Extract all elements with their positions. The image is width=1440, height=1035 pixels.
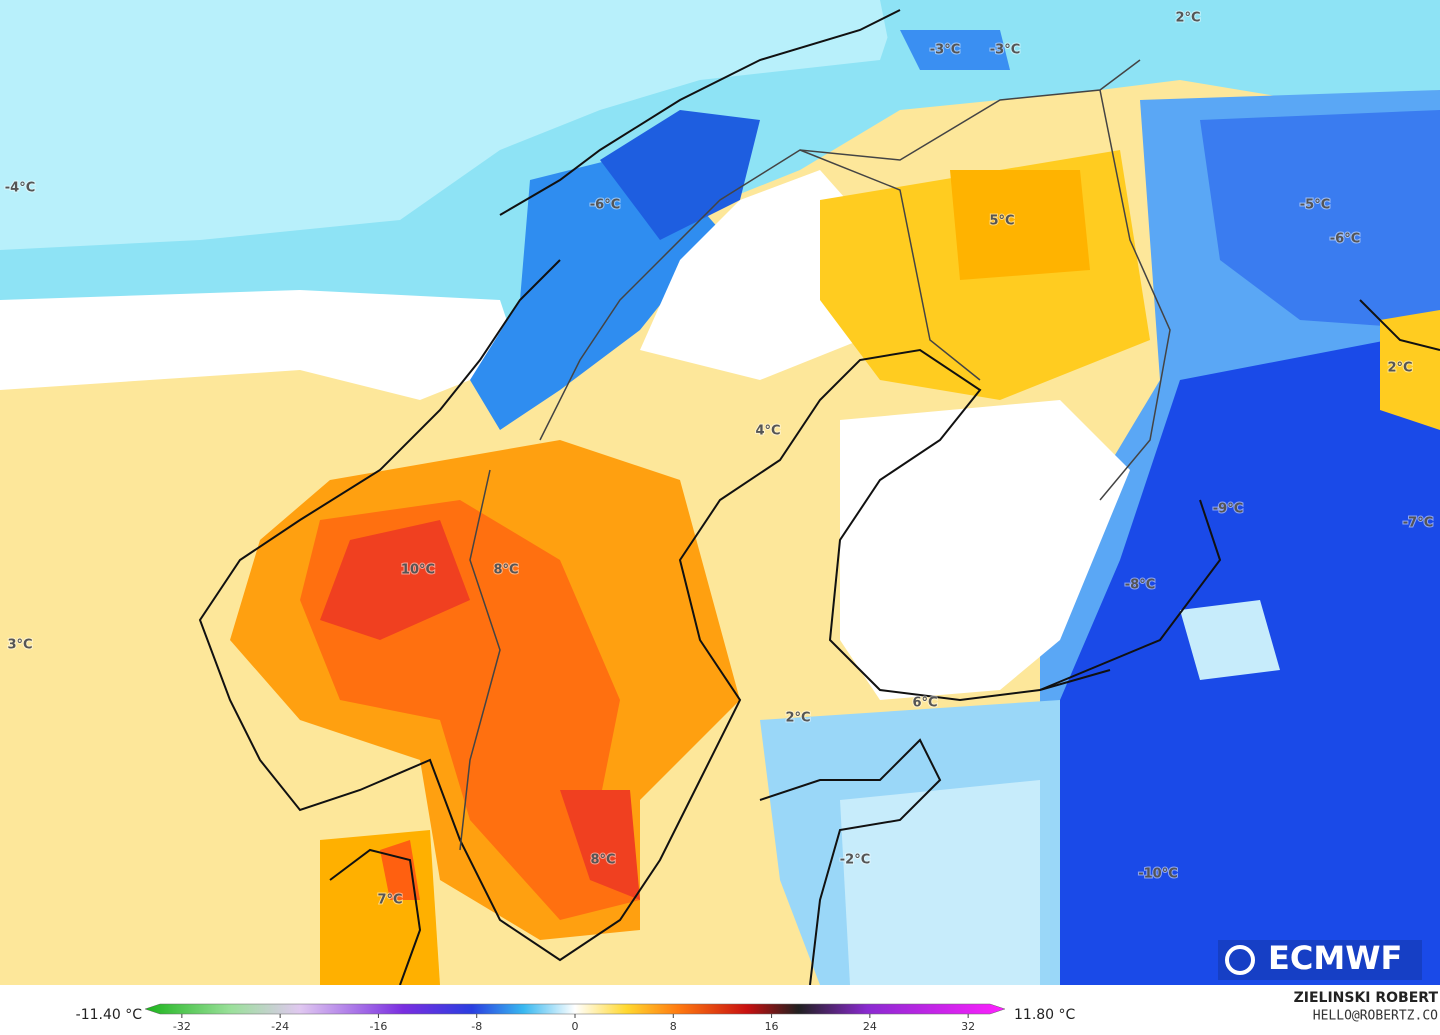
temperature-label: -9°C bbox=[1213, 502, 1243, 517]
temperature-label: -6°C bbox=[1330, 232, 1360, 247]
temperature-label: 6°C bbox=[912, 696, 937, 711]
logo: ECMWF bbox=[1268, 939, 1402, 977]
tick-label: -8 bbox=[471, 1020, 482, 1033]
colorbar bbox=[144, 1003, 1006, 1015]
temperature-label: 10°C bbox=[401, 563, 435, 578]
tick-label: -16 bbox=[369, 1020, 387, 1033]
tick-label: 8 bbox=[670, 1020, 677, 1033]
tick-label: -32 bbox=[173, 1020, 191, 1033]
colorbar-ticks: -32 -24 -16 -8 0 8 16 24 32 bbox=[173, 1014, 975, 1033]
temperature-label: 2°C bbox=[785, 711, 810, 726]
borders bbox=[459, 59, 1171, 851]
temperature-label: -10°C bbox=[1138, 867, 1178, 882]
temperature-label: 7°C bbox=[377, 893, 402, 908]
temperature-label: 4°C bbox=[755, 424, 780, 439]
tick-label: -24 bbox=[271, 1020, 289, 1033]
labels: -4°C -3°C -3°C 2°C -5°C -6°C 5°C -6°C 2°C 4°C -9°C… bbox=[4, 10, 1434, 909]
temperature-label: -7°C bbox=[1403, 516, 1433, 531]
temperature-label: 8°C bbox=[590, 853, 615, 868]
credit-email: HELLO@ROBERTZ.CO bbox=[1313, 1009, 1438, 1024]
tick-label: 24 bbox=[863, 1020, 877, 1033]
temperature-label: 5°C bbox=[989, 214, 1014, 229]
temperature-label: -8°C bbox=[1125, 578, 1155, 593]
coastlines bbox=[198, 9, 1440, 986]
temperature-label: 2°C bbox=[1175, 11, 1200, 26]
credit-name: ZIELINSKI ROBERT bbox=[1294, 990, 1439, 1006]
colorbar-max: 11.80 °C bbox=[1014, 1007, 1076, 1023]
tick-label: 0 bbox=[572, 1020, 579, 1033]
temperature-label: -4°C bbox=[5, 181, 35, 196]
temperature-label: -3°C bbox=[930, 43, 960, 58]
temperature-label: 3°C bbox=[7, 638, 32, 653]
field bbox=[0, 0, 1440, 985]
tick-label: 32 bbox=[961, 1020, 975, 1033]
colorbar-min: -11.40 °C bbox=[76, 1007, 143, 1023]
temperature-label: -5°C bbox=[1300, 198, 1330, 213]
temperature-label: -2°C bbox=[840, 853, 870, 868]
logo-mark bbox=[1218, 940, 1422, 980]
temperature-label: 2°C bbox=[1387, 361, 1412, 376]
tick-label: 16 bbox=[765, 1020, 779, 1033]
temperature-label: 8°C bbox=[493, 563, 518, 578]
temperature-label: -3°C bbox=[990, 43, 1020, 58]
temperature-label: -6°C bbox=[590, 198, 620, 213]
